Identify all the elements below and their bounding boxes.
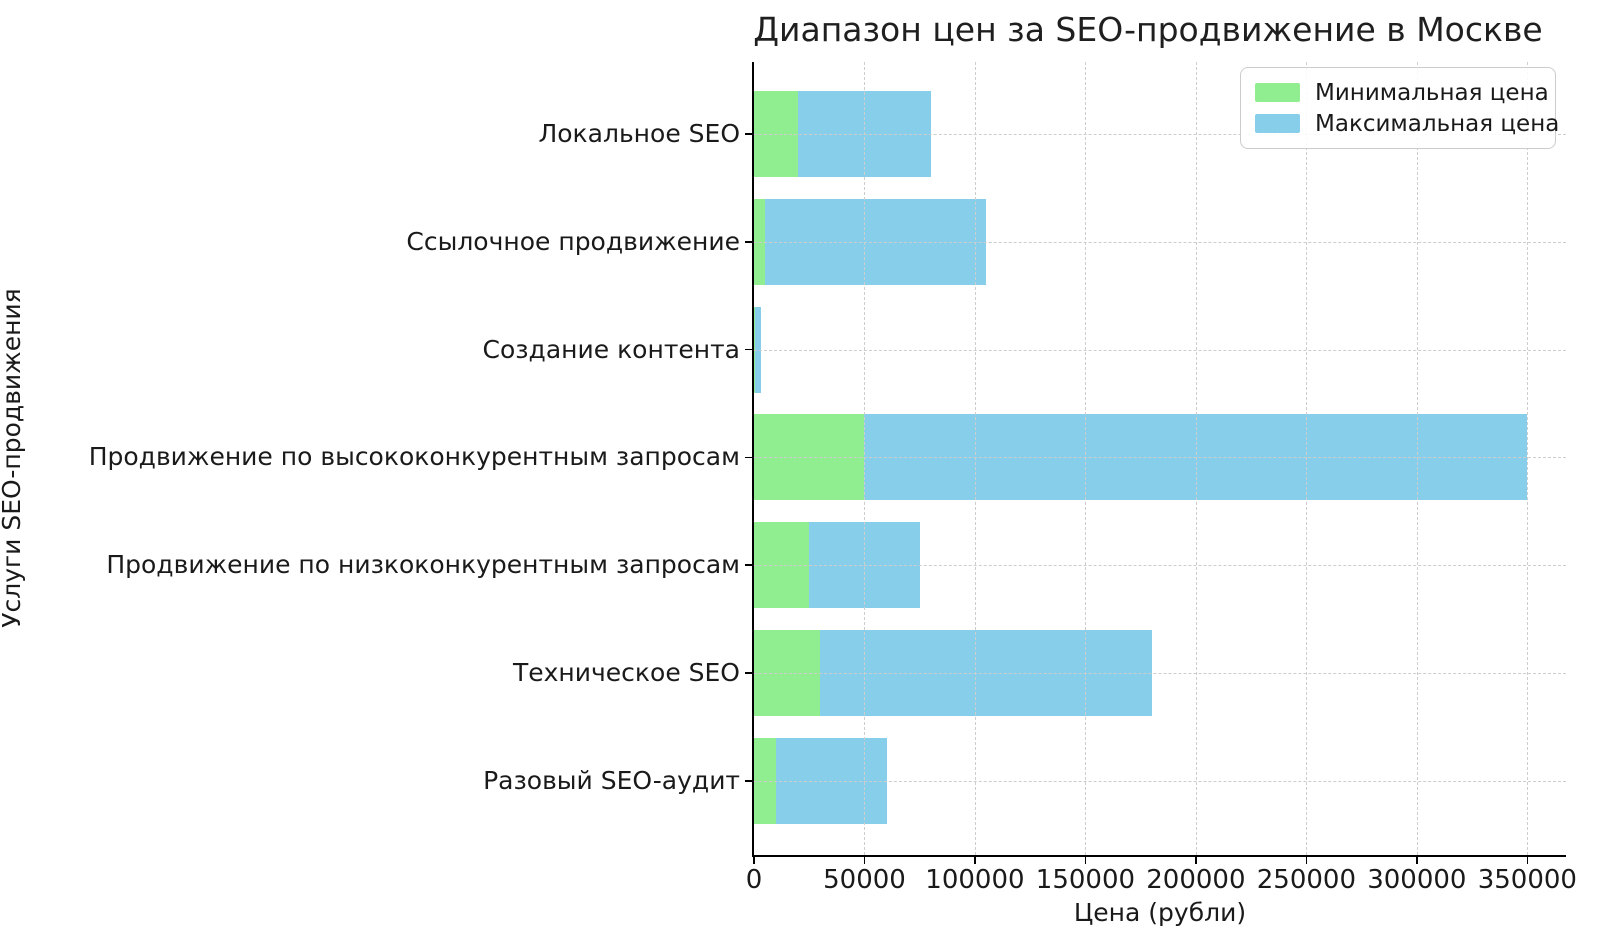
x-tick-mark: [753, 857, 755, 864]
gridline-horizontal: [754, 241, 1566, 243]
x-tick-label: 100000: [925, 865, 1025, 895]
gridline-vertical: [1085, 62, 1087, 855]
x-tick-label: 50000: [823, 865, 906, 895]
legend-label-max-price: Максимальная цена: [1315, 110, 1560, 137]
gridline-horizontal: [754, 780, 1566, 782]
legend-label-min-price: Минимальная цена: [1315, 79, 1549, 106]
x-tick-label: 350000: [1477, 865, 1577, 895]
x-tick-label: 250000: [1256, 865, 1356, 895]
legend-item-min-price: Минимальная цена: [1255, 77, 1549, 108]
x-tick-label: 0: [745, 865, 763, 895]
y-category-label: Разовый SEO-аудит: [483, 765, 740, 795]
x-tick-mark: [1526, 857, 1529, 864]
gridline-vertical: [1306, 62, 1308, 855]
y-category-label: Ссылочное продвижение: [406, 226, 740, 256]
plot-area: 0 50000 100000 150000 200000 250000 300000 3500…: [745, 62, 1577, 895]
y-category-label: Техническое SEO: [512, 658, 740, 687]
y-category-label: Продвижение по низкоконкурентным запроса…: [106, 550, 740, 580]
y-tick-mark: [745, 672, 752, 674]
y-category-label: Продвижение по высококонкурентным запрос…: [88, 442, 740, 472]
y-category-label: Локальное SEO: [538, 119, 740, 148]
x-tick-mark: [1084, 857, 1087, 864]
gridline-vertical: [1416, 62, 1418, 855]
gridline-vertical: [974, 62, 976, 855]
y-tick-mark: [745, 241, 752, 243]
y-axis-label: Услуги SEO-продвижения: [0, 288, 26, 628]
chart-title: Диапазон цен за SEO-продвижение в Москве: [753, 10, 1543, 49]
y-tick-mark: [745, 348, 752, 351]
x-tick-mark: [1416, 857, 1418, 864]
y-tick-mark: [745, 456, 752, 459]
y-tick-mark: [745, 780, 752, 782]
gridline-horizontal: [754, 457, 1566, 459]
y-tick-mark: [745, 133, 752, 135]
x-tick-label: 150000: [1035, 865, 1136, 895]
gridline-vertical: [864, 62, 866, 855]
gridline-horizontal: [754, 673, 1566, 674]
x-axis-spine: [752, 855, 1566, 857]
gridline-vertical: [1195, 62, 1197, 855]
x-tick-mark: [974, 857, 976, 864]
x-tick-mark: [1195, 857, 1197, 864]
y-category-label: Создание контента: [482, 334, 740, 364]
max-price-swatch-icon: [1255, 114, 1300, 133]
x-tick-label: 200000: [1146, 865, 1246, 895]
y-axis-spine: [752, 62, 754, 857]
gridline-vertical: [1527, 62, 1529, 855]
x-tick-mark: [1305, 857, 1308, 864]
gridline-horizontal: [754, 349, 1566, 351]
legend: Минимальная цена Максимальная цена: [1240, 67, 1559, 149]
x-tick-mark: [863, 857, 866, 864]
min-price-swatch-icon: [1255, 83, 1300, 102]
legend-item-max-price: Максимальная цена: [1255, 108, 1559, 139]
gridline-horizontal: [754, 565, 1566, 567]
gridline-horizontal: [754, 134, 1566, 135]
x-tick-label: 300000: [1367, 865, 1467, 895]
y-tick-mark: [745, 564, 752, 566]
x-axis-label: Цена (рубли): [1073, 898, 1247, 927]
